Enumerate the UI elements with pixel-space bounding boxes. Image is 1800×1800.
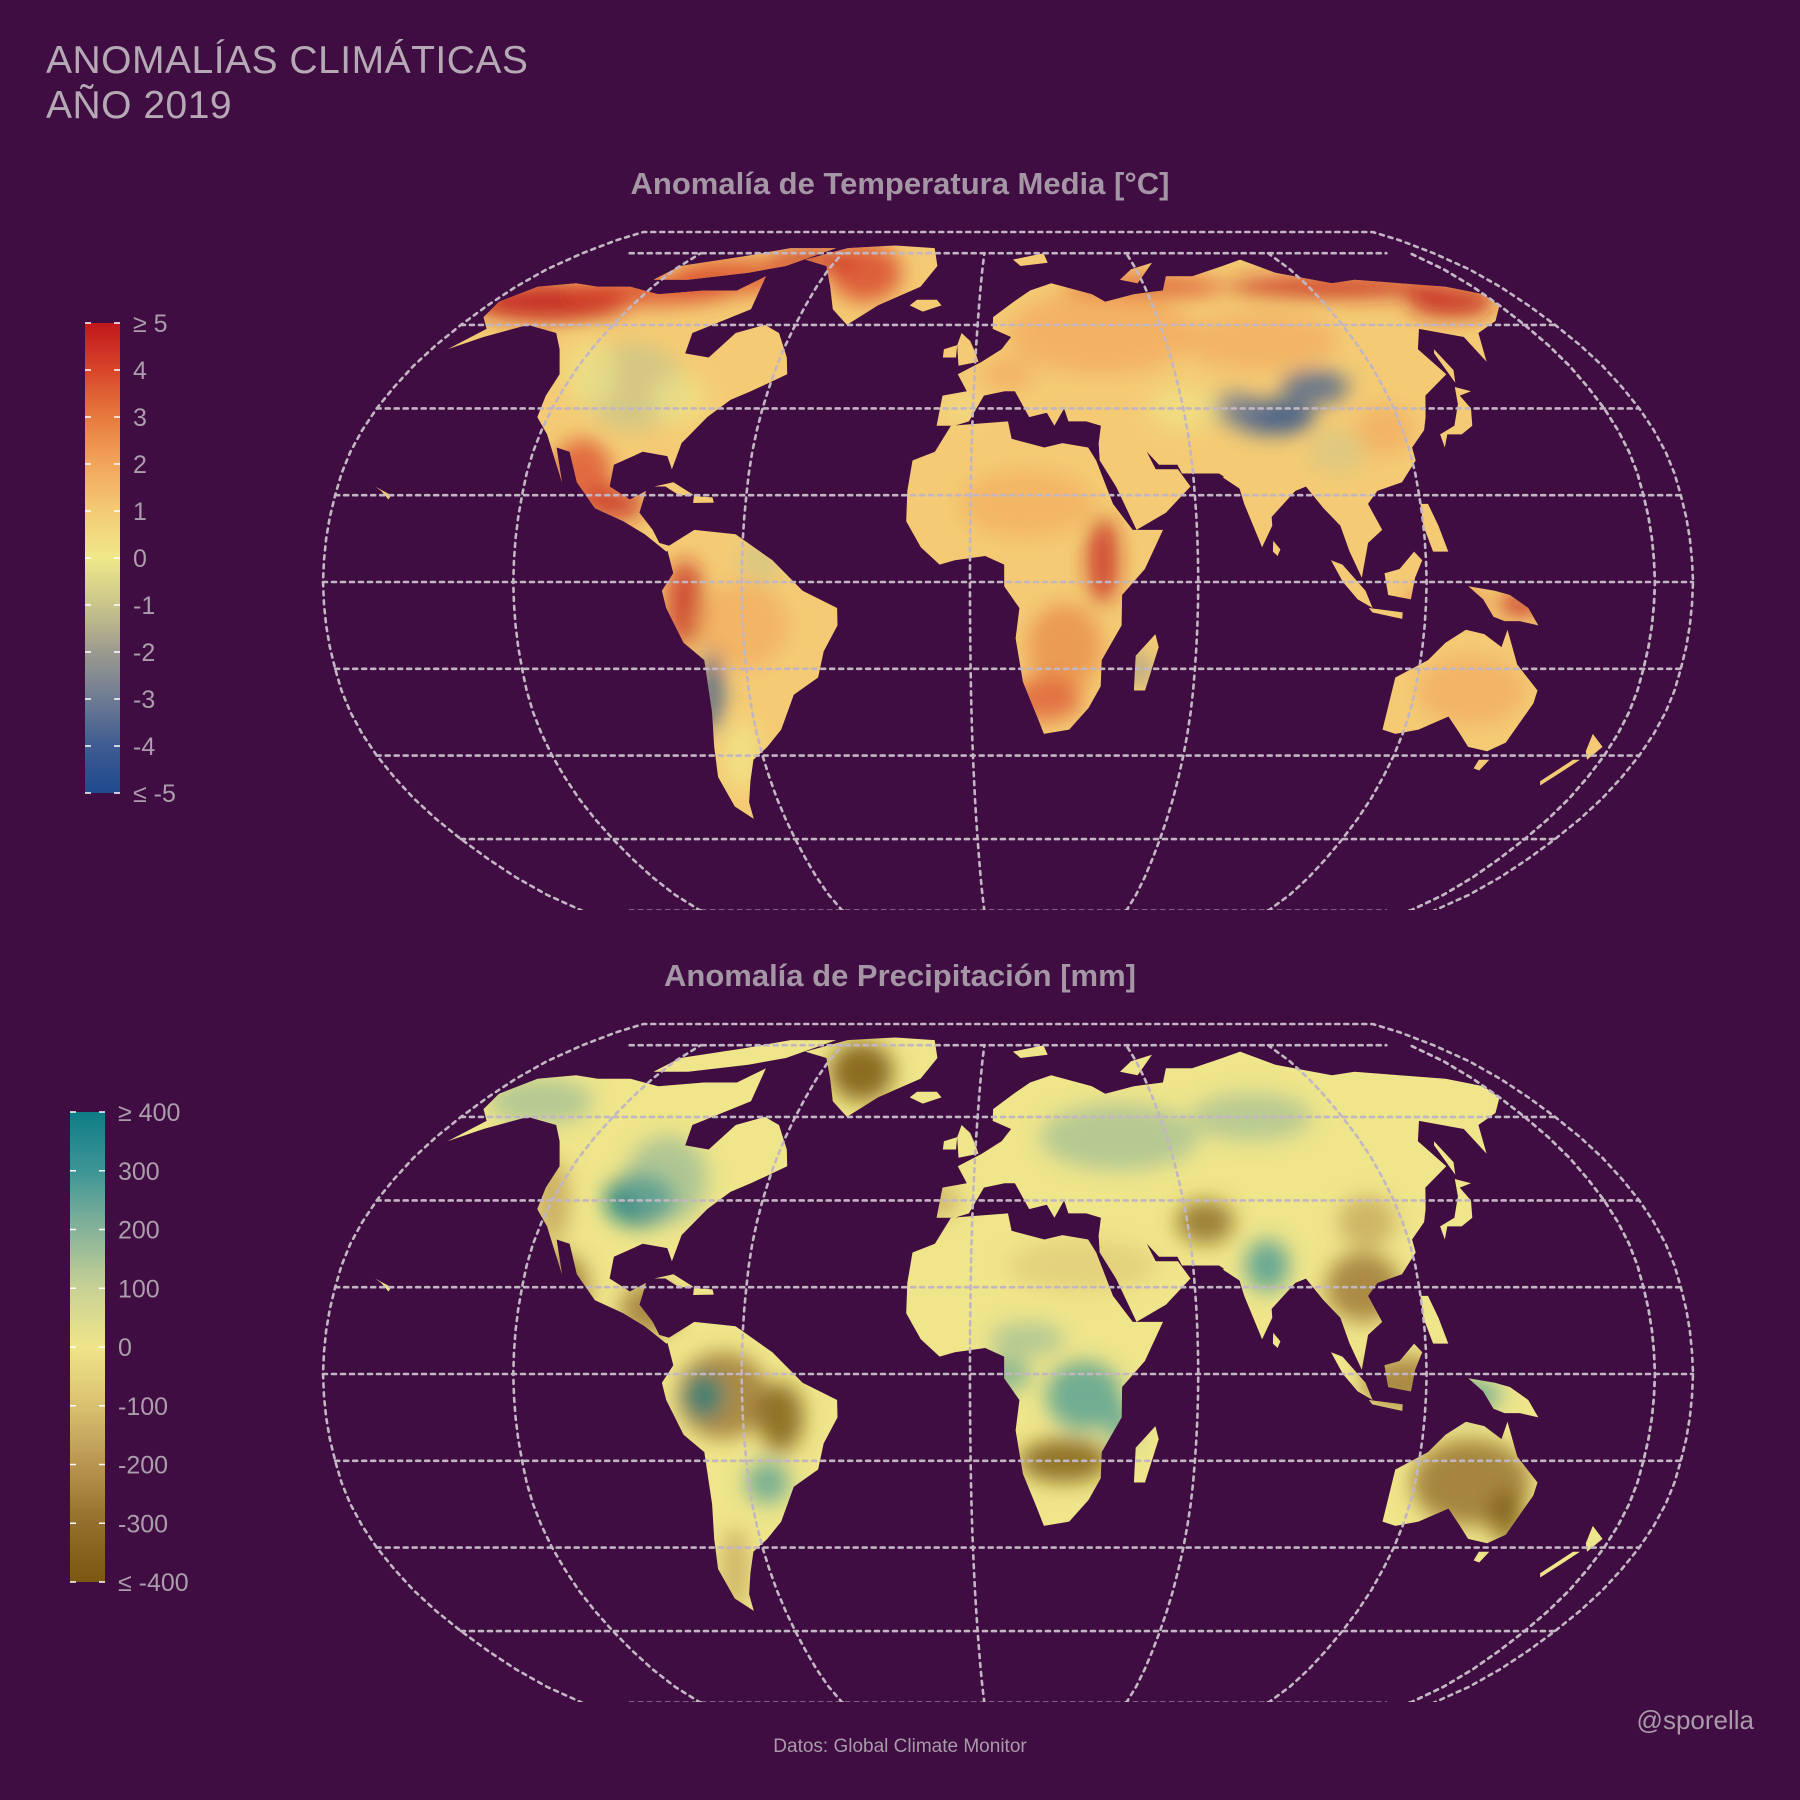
- landmass-japan: [1440, 387, 1473, 448]
- landmass-newZealandS: [1540, 1551, 1580, 1578]
- landmass-india: [1223, 451, 1306, 548]
- landmass-ireland: [942, 345, 958, 358]
- landmass-cuba: [654, 482, 694, 496]
- landmass-scandinaviaIslands: [1012, 253, 1048, 266]
- landmass-britain: [957, 1125, 979, 1158]
- meridian-line: [968, 251, 986, 910]
- meridian-line: [1408, 1043, 1657, 1702]
- temperature-panel-title: Anomalía de Temperatura Media [°C]: [630, 166, 1170, 201]
- temperature-legend: ≥ 5 4 3 2 1 0 -1 -2 -3 -4 ≤ -5: [85, 310, 176, 808]
- landmass-hispaniola: [693, 496, 714, 503]
- meridian-line: [740, 1043, 844, 1702]
- landmass-britain: [957, 333, 979, 366]
- landmass-hawaii: [375, 1278, 392, 1292]
- landmass-cuba: [654, 1274, 694, 1288]
- landmass-newZealandN: [1585, 733, 1603, 760]
- landmass-iceland: [909, 1091, 942, 1104]
- legend-label: 0: [118, 1334, 132, 1362]
- landmass-sakhalin: [1434, 349, 1456, 383]
- landmass-japan: [1440, 1179, 1473, 1240]
- meridian-line: [1124, 251, 1200, 910]
- landmass-sumatra: [1331, 560, 1373, 608]
- legend-label: ≤ -5: [133, 780, 176, 808]
- landmass-newZealandS: [1540, 759, 1580, 786]
- landmass-iceland: [909, 299, 942, 312]
- landmass-tasmania: [1473, 1551, 1490, 1563]
- legend-label: 1: [133, 498, 147, 526]
- legend-label: 200: [118, 1217, 160, 1245]
- landmass-hawaii: [375, 486, 392, 500]
- landmass-java: [1368, 608, 1403, 619]
- meridian-line: [511, 1043, 702, 1702]
- meridian-line: [968, 1043, 986, 1702]
- precipitation-graticule: [321, 1022, 1695, 1702]
- legend-label: 3: [133, 404, 147, 432]
- landmass-sakhalin: [1434, 1141, 1456, 1175]
- landmass-tasmania: [1473, 759, 1490, 771]
- legend-label: -300: [118, 1510, 168, 1538]
- data-source: Datos: Global Climate Monitor: [773, 1736, 1027, 1757]
- landmass-scandinaviaIslands: [1012, 1045, 1048, 1058]
- landmass-philippines: [1420, 503, 1449, 552]
- legend-label: -2: [133, 639, 155, 667]
- legend-label: -100: [118, 1393, 168, 1421]
- legend-label: ≥ 400: [118, 1099, 180, 1127]
- landmass-newZealandN: [1585, 1525, 1603, 1552]
- landmass-philippines: [1420, 1295, 1449, 1344]
- legend-label: 300: [118, 1158, 160, 1186]
- legend-label: -4: [133, 733, 155, 761]
- legend-label: 4: [133, 357, 147, 385]
- meridian-line: [1266, 1043, 1428, 1702]
- landmass-sumatra: [1331, 1352, 1373, 1400]
- legend-label: 2: [133, 451, 147, 479]
- precipitation-land: [375, 1037, 1603, 1611]
- precipitation-legend: ≥ 400 300 200 100 0 -100 -200 -300 ≤ -400: [70, 1099, 189, 1597]
- main-title-line2: AÑO 2019: [46, 84, 233, 127]
- landmass-borneo: [1384, 551, 1423, 600]
- landmass-sriLanka: [1272, 1332, 1281, 1348]
- landmass-novaya: [1120, 1054, 1152, 1076]
- main-title-line1: ANOMALÍAS CLIMÁTICAS: [46, 39, 529, 82]
- legend-label: 0: [133, 545, 147, 573]
- landmass-madagascar: [1133, 1426, 1159, 1483]
- temperature-graticule: [321, 230, 1695, 910]
- main-title: ANOMALÍAS CLIMÁTICAS AÑO 2019: [46, 38, 528, 128]
- legend-label: 100: [118, 1275, 160, 1303]
- temperature-map: 180°120°W60°W0°60°E120°E180°≥ 543210-1-2…: [85, 230, 1695, 910]
- temperature-land: [375, 245, 1603, 819]
- meridian-line: [511, 251, 702, 910]
- landmass-ireland: [942, 1137, 958, 1150]
- precipitation-panel-title: Anomalía de Precipitación [mm]: [664, 958, 1136, 993]
- legend-label: -200: [118, 1452, 168, 1480]
- meridian-line: [740, 251, 844, 910]
- meridian-line: [1408, 251, 1657, 910]
- legend-label: -3: [133, 686, 155, 714]
- landmass-arabiaFix: [1098, 443, 1191, 526]
- legend-label: ≤ -400: [118, 1569, 189, 1597]
- legend-label: ≥ 5: [133, 310, 168, 338]
- meridian-line: [1266, 251, 1428, 910]
- meridian-line: [1124, 1043, 1200, 1702]
- credit-handle: @sporella: [1636, 1705, 1754, 1735]
- legend-label: -1: [133, 592, 155, 620]
- landmass-arcticIslands: [653, 1040, 837, 1072]
- precipitation-map: 180°120°W60°W0°60°E120°E180°≥ 4003002001…: [70, 1022, 1695, 1702]
- landmass-hispaniola: [693, 1288, 714, 1295]
- landmass-sriLanka: [1272, 540, 1281, 556]
